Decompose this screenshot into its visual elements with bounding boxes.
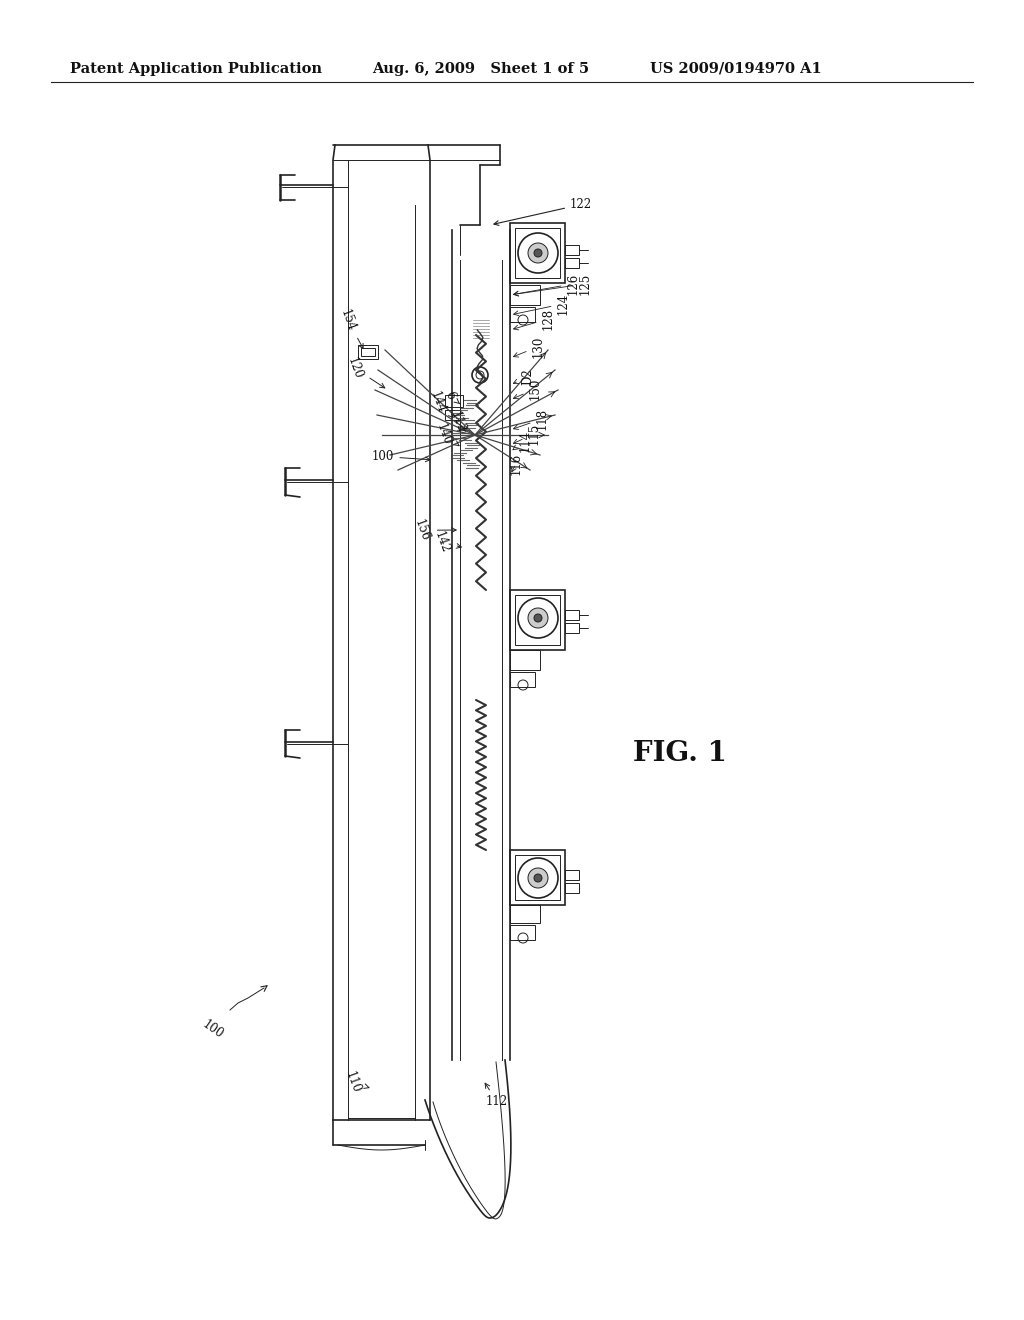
Bar xyxy=(510,649,540,671)
Text: 112: 112 xyxy=(449,409,468,436)
Circle shape xyxy=(534,614,542,622)
Text: 142: 142 xyxy=(432,529,461,554)
Circle shape xyxy=(534,874,542,882)
Text: 112: 112 xyxy=(485,1084,508,1107)
Bar xyxy=(565,883,579,894)
Bar xyxy=(510,672,535,686)
Bar xyxy=(361,348,375,356)
Circle shape xyxy=(534,249,542,257)
Circle shape xyxy=(528,243,548,263)
Circle shape xyxy=(528,609,548,628)
Text: 128: 128 xyxy=(514,308,555,330)
Text: 122: 122 xyxy=(494,198,592,226)
Text: FIG. 1: FIG. 1 xyxy=(633,741,727,767)
Text: 100: 100 xyxy=(372,450,430,463)
Bar xyxy=(565,870,579,880)
Text: 150: 150 xyxy=(513,378,542,400)
Bar xyxy=(510,308,535,322)
Text: Patent Application Publication: Patent Application Publication xyxy=(70,62,322,77)
Text: 114: 114 xyxy=(513,430,531,451)
Text: 120: 120 xyxy=(345,355,385,388)
Bar xyxy=(510,590,565,649)
Text: 124: 124 xyxy=(514,293,569,315)
Text: 118: 118 xyxy=(513,408,549,430)
Bar xyxy=(445,395,463,407)
Text: 144: 144 xyxy=(428,389,454,417)
Bar xyxy=(510,223,565,282)
Bar xyxy=(515,228,560,279)
Bar xyxy=(510,285,540,305)
Bar xyxy=(565,257,579,268)
Circle shape xyxy=(528,869,548,888)
Text: 130: 130 xyxy=(513,335,545,358)
Bar xyxy=(358,345,378,359)
Bar xyxy=(510,925,535,940)
Bar xyxy=(445,411,460,420)
Text: Aug. 6, 2009   Sheet 1 of 5: Aug. 6, 2009 Sheet 1 of 5 xyxy=(372,62,589,77)
Bar xyxy=(510,906,540,923)
Text: 6: 6 xyxy=(442,389,460,404)
Text: 125: 125 xyxy=(514,273,592,296)
Bar xyxy=(515,595,560,645)
Text: 154: 154 xyxy=(338,308,364,348)
Text: 110: 110 xyxy=(343,1069,369,1096)
Text: US 2009/0194970 A1: US 2009/0194970 A1 xyxy=(650,62,821,77)
Bar xyxy=(565,610,579,620)
Text: 156: 156 xyxy=(412,517,456,543)
Text: 140: 140 xyxy=(434,421,459,447)
Text: 100: 100 xyxy=(200,1018,225,1041)
Text: 115: 115 xyxy=(513,422,541,445)
Text: 116: 116 xyxy=(510,453,522,475)
Bar xyxy=(565,623,579,634)
Bar xyxy=(515,855,560,900)
Bar xyxy=(565,246,579,255)
Text: D2: D2 xyxy=(513,368,535,385)
Bar xyxy=(510,850,565,906)
Text: 126: 126 xyxy=(514,273,580,296)
